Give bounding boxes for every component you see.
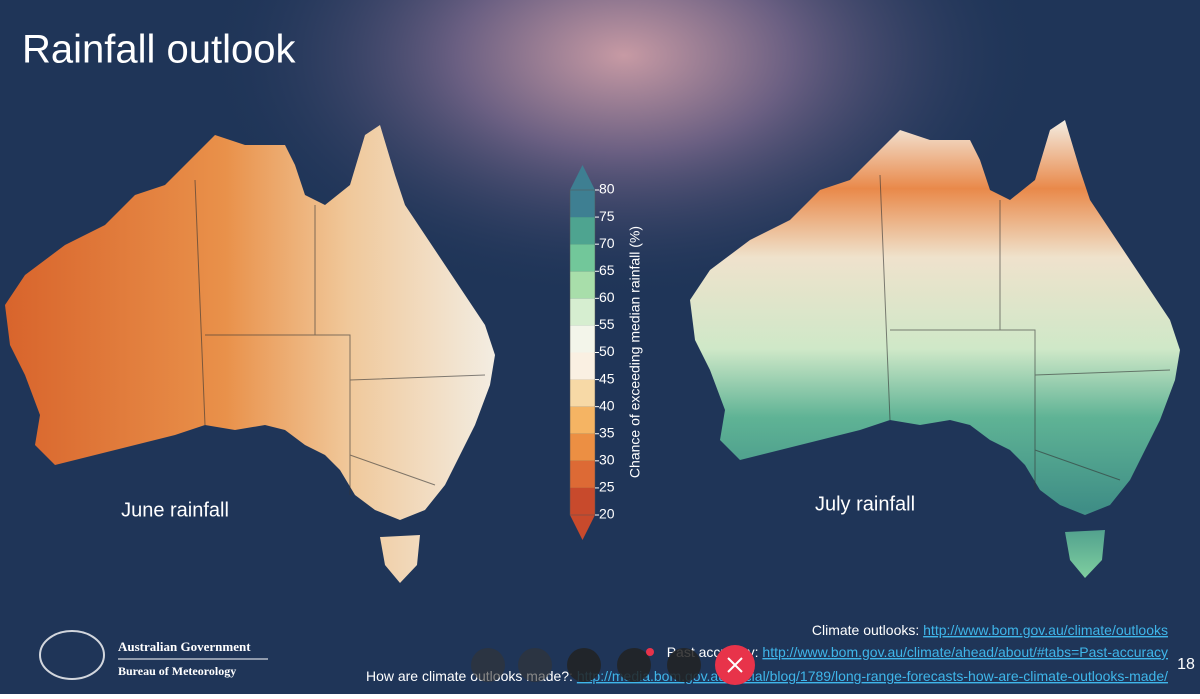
colorbar-extension: [570, 165, 595, 190]
map-caption: June rainfall: [121, 499, 229, 521]
colorbar-tick-label: 20: [599, 506, 615, 522]
map-caption: July rainfall: [815, 493, 915, 515]
colorbar-band: [570, 352, 595, 380]
colorbar-band: [570, 325, 595, 353]
participants-button[interactable]: [567, 648, 601, 682]
colorbar-label: Chance of exceeding median rainfall (%): [627, 226, 643, 478]
link-url[interactable]: http://www.bom.gov.au/climate/ahead/abou…: [762, 644, 1168, 660]
colorbar-band: [570, 217, 595, 245]
video-button[interactable]: [518, 648, 552, 682]
colorbar-band: [570, 487, 595, 515]
colorbar-band: [570, 460, 595, 488]
colorbar-band: [570, 433, 595, 461]
link-label: Climate outlooks:: [812, 622, 919, 638]
meeting-toolbar: [471, 645, 755, 685]
link-row: Climate outlooks: http://www.bom.gov.au/…: [812, 622, 1168, 638]
colorbar-tick-label: 50: [599, 343, 615, 359]
colorbar: 20 25 30 35 40 45 50 55 60 65 70 75 80: [569, 165, 615, 540]
colorbar-tick-label: 65: [599, 262, 615, 278]
link-url[interactable]: http://www.bom.gov.au/climate/outlooks: [923, 622, 1168, 638]
logo: Australian Government Bureau of Meteorol…: [39, 630, 268, 680]
logo-line: Bureau of Meteorology: [118, 664, 236, 678]
link-url[interactable]: http://media.bom.gov.au/social/blog/1789…: [577, 668, 1168, 684]
colorbar-tick-label: 25: [599, 479, 615, 495]
colorbar-tick-label: 30: [599, 452, 615, 468]
colorbar-extension: [570, 515, 595, 540]
colorbar-tick-label: 40: [599, 397, 615, 413]
slide-title: Rainfall outlook: [22, 28, 296, 72]
page-number: 18: [1177, 656, 1195, 673]
colorbar-tick-label: 80: [599, 181, 615, 197]
colorbar-tick-label: 55: [599, 316, 615, 332]
colorbar-tick-label: 45: [599, 370, 615, 386]
colorbar-tick-label: 70: [599, 235, 615, 251]
leave-icon: [727, 657, 743, 673]
colorbar-band: [570, 379, 595, 407]
mute-button[interactable]: [471, 648, 505, 682]
colorbar-band: [570, 406, 595, 434]
colorbar-band: [570, 244, 595, 272]
colorbar-tick-label: 75: [599, 208, 615, 224]
logo-line: Australian Government: [118, 639, 251, 654]
colorbar-tick-label: 35: [599, 424, 615, 440]
colorbar-band: [570, 190, 595, 218]
chat-badge: [646, 648, 654, 656]
colorbar-band: [570, 298, 595, 326]
colorbar-tick-label: 60: [599, 289, 615, 305]
colorbar-band: [570, 271, 595, 299]
more-button[interactable]: [667, 648, 701, 682]
chat-button[interactable]: [617, 648, 651, 682]
